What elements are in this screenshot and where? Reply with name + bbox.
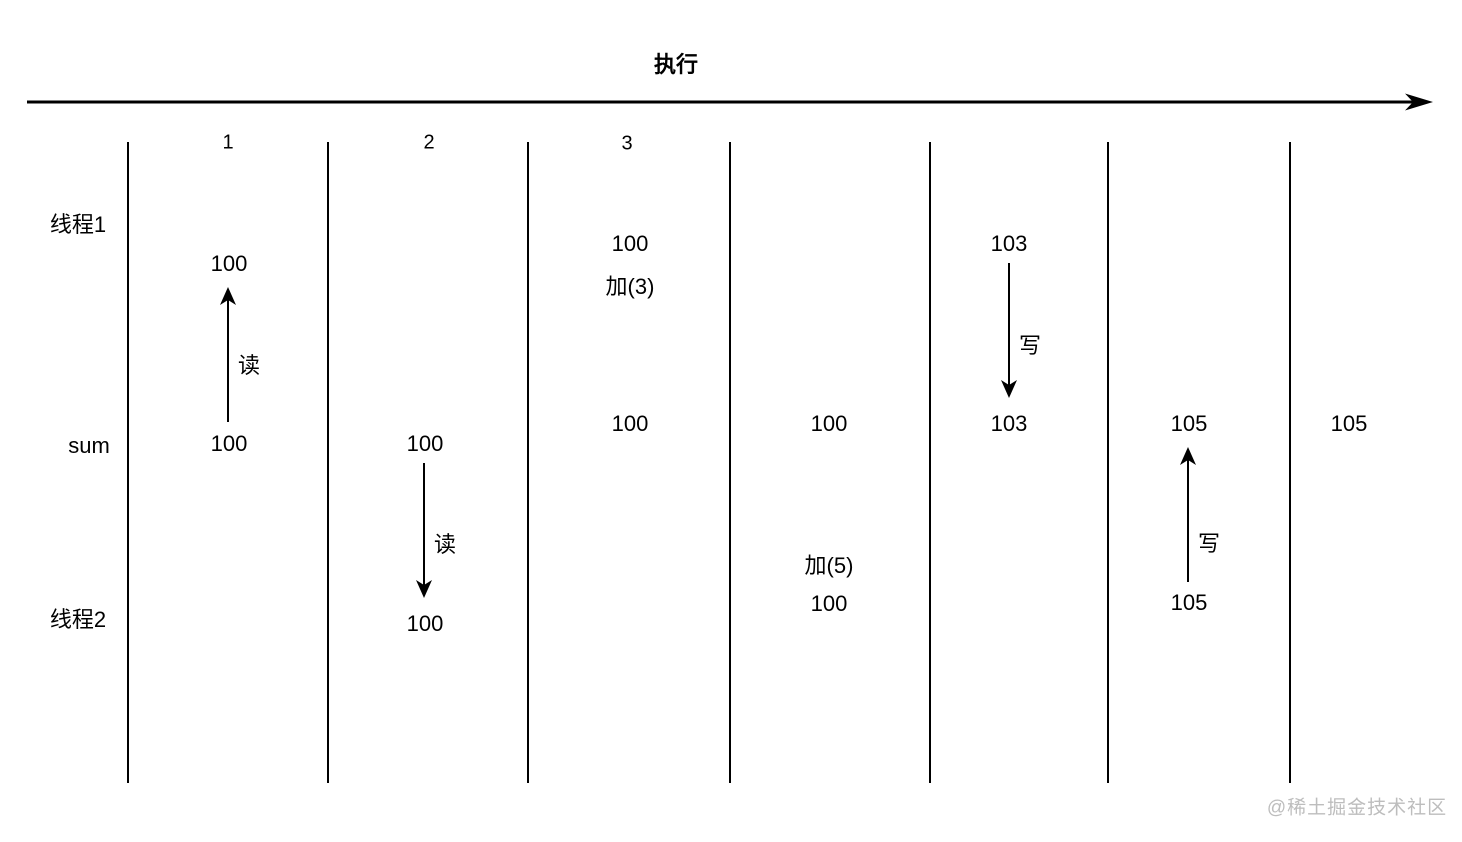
timeline-arrowhead-icon (1405, 93, 1433, 111)
